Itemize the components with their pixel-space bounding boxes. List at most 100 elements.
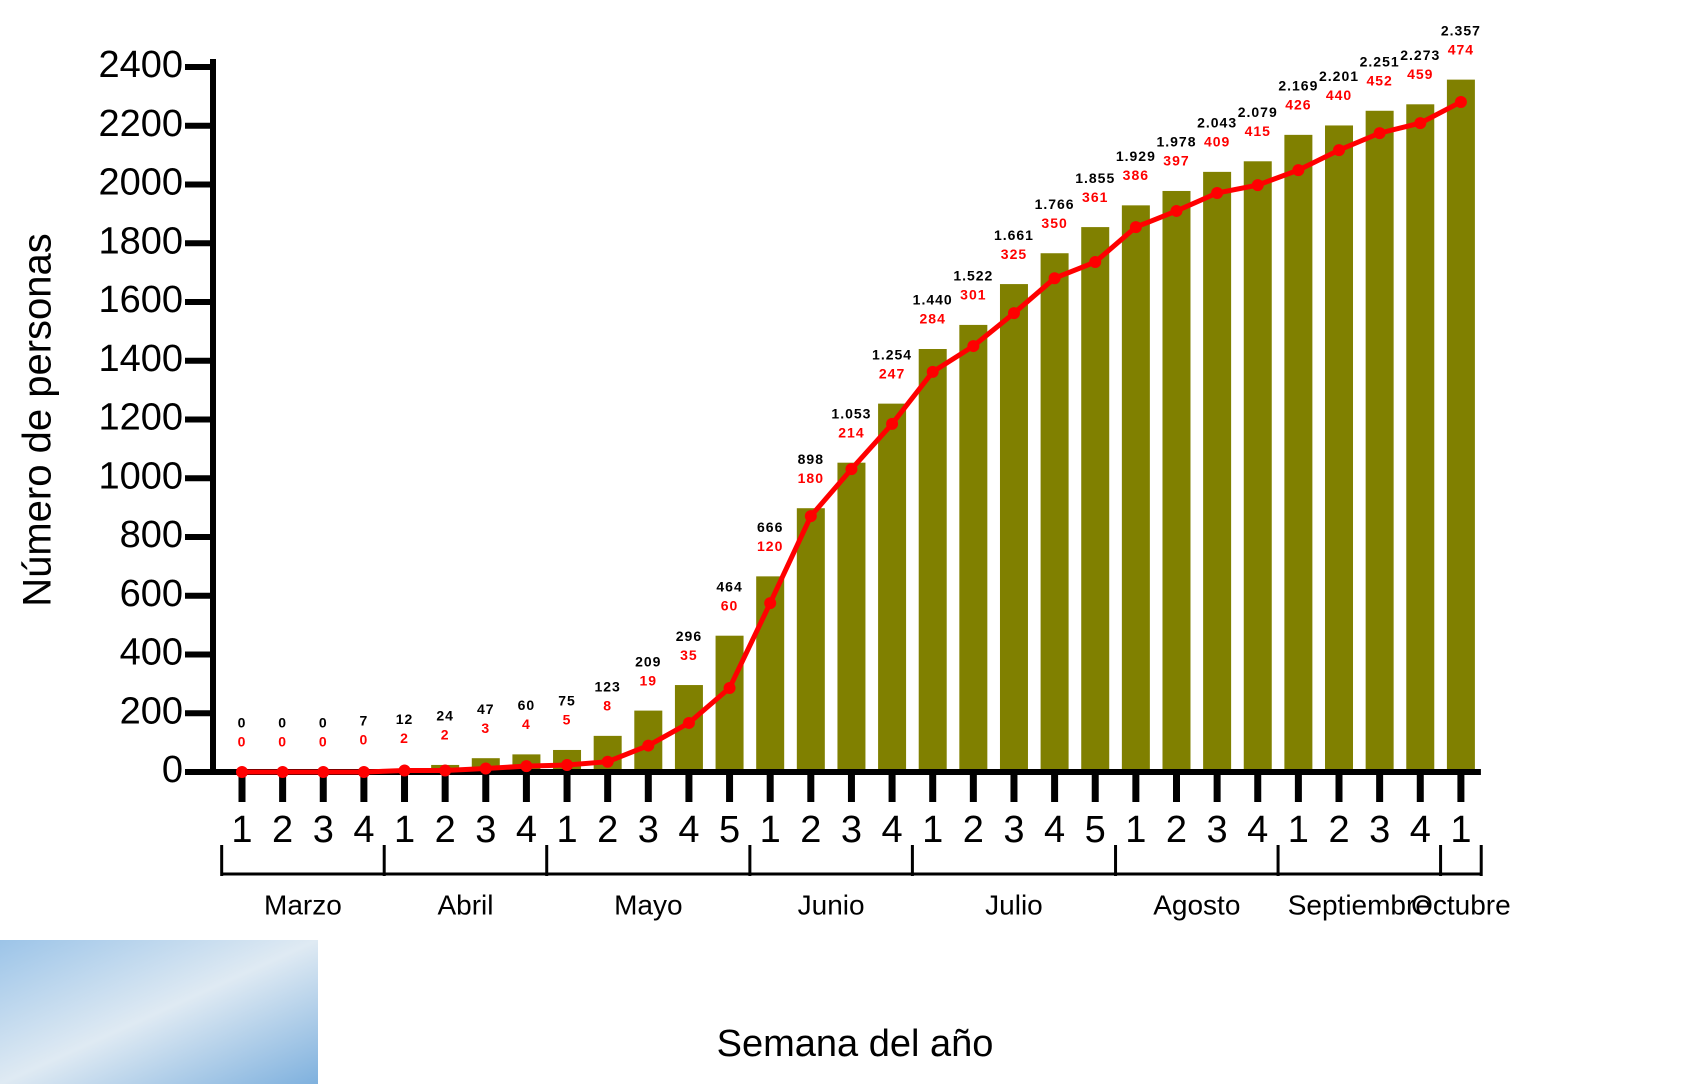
value-label: 1.661: [994, 227, 1034, 243]
y-tick-label: 800: [120, 514, 183, 556]
y-tick-label: 2400: [98, 44, 183, 86]
x-axis-label: Semana del año: [717, 1023, 994, 1065]
line-label: 350: [1041, 215, 1067, 231]
line-label: 247: [879, 365, 905, 381]
value-label: 1.254: [872, 346, 912, 362]
value-label: 296: [676, 628, 702, 644]
x-tick-label: 4: [678, 809, 699, 851]
line-label: 361: [1082, 189, 1108, 205]
line-point: [479, 762, 492, 775]
line-point: [1414, 117, 1427, 130]
x-tick-label: 2: [272, 809, 293, 851]
value-label: 0: [238, 715, 247, 731]
x-tick-label: 2: [1166, 809, 1187, 851]
bar: [878, 403, 907, 772]
line-label: 3: [481, 720, 490, 736]
line-label: 452: [1366, 72, 1392, 88]
bar: [1284, 134, 1313, 772]
x-tick-label: 5: [1085, 809, 1106, 851]
x-tick-label: 1: [1288, 809, 1309, 851]
value-label: 47: [477, 701, 495, 717]
x-tick-label: 2: [435, 809, 456, 851]
line-label: 180: [798, 470, 824, 486]
line-point: [682, 716, 695, 729]
value-label: 1.522: [953, 268, 993, 284]
bar: [715, 635, 744, 772]
line-label: 2: [400, 730, 409, 746]
bar: [1243, 161, 1272, 772]
line-label: 459: [1407, 66, 1433, 82]
line-point: [804, 510, 817, 523]
line-label: 0: [359, 732, 368, 748]
x-tick-label: 1: [394, 809, 415, 851]
bar: [959, 324, 988, 772]
bar: [796, 508, 825, 772]
x-tick-label: 1: [922, 809, 943, 851]
line-label: 325: [1001, 246, 1027, 262]
bar: [1162, 190, 1191, 772]
value-label: 1.929: [1116, 148, 1156, 164]
bar: [1446, 79, 1475, 773]
line-point: [642, 739, 655, 752]
line-point: [276, 766, 289, 778]
value-label: 2.079: [1238, 104, 1278, 120]
x-tick-label: 2: [1328, 809, 1349, 851]
line-label: 415: [1245, 123, 1271, 139]
line-point: [764, 597, 777, 610]
line-label: 8: [603, 698, 612, 714]
x-tick-label: 4: [516, 809, 537, 851]
line-label: 301: [960, 287, 986, 303]
value-label: 666: [757, 519, 783, 535]
line-label: 120: [757, 538, 783, 554]
line-label: 60: [721, 597, 739, 613]
value-label: 898: [798, 451, 824, 467]
sky-image: [0, 940, 318, 1084]
y-tick-label: 400: [120, 632, 183, 674]
x-tick-label: 4: [882, 809, 903, 851]
line-point: [520, 760, 533, 773]
value-label: 123: [594, 679, 620, 695]
y-tick-label: 1000: [98, 455, 183, 497]
bar: [1081, 227, 1110, 772]
month-label: Septiembre: [1288, 889, 1431, 920]
x-tick-label: 3: [841, 809, 862, 851]
bar: [999, 284, 1028, 772]
y-tick-label: 1200: [98, 397, 183, 439]
x-tick-label: 1: [1450, 809, 1471, 851]
line-label: 35: [680, 647, 698, 663]
x-tick-label: 3: [638, 809, 659, 851]
value-label: 1.053: [831, 405, 871, 421]
value-label: 0: [319, 715, 328, 731]
y-axis-label: Número de personas: [16, 233, 60, 607]
value-label: 7: [359, 713, 368, 729]
x-tick-label: 2: [597, 809, 618, 851]
line-point: [845, 463, 858, 476]
line-point: [1007, 307, 1020, 320]
x-tick-label: 3: [1369, 809, 1390, 851]
x-tick-label: 1: [760, 809, 781, 851]
line-point: [439, 764, 452, 777]
line-point: [398, 764, 411, 777]
value-label: 1.766: [1035, 196, 1075, 212]
y-tick-label: 1400: [98, 338, 183, 380]
value-label: 0: [278, 715, 287, 731]
line-label: 474: [1448, 41, 1474, 57]
y-tick-label: 0: [162, 749, 183, 791]
value-label: 2.273: [1400, 47, 1440, 63]
line-point: [1048, 272, 1061, 285]
value-label: 1.978: [1156, 134, 1196, 150]
line-point: [1292, 164, 1305, 177]
value-label: 1.855: [1075, 170, 1115, 186]
x-tick-label: 4: [1044, 809, 1065, 851]
value-label: 12: [396, 711, 414, 727]
x-tick-label: 3: [475, 809, 496, 851]
month-label: Abril: [437, 889, 493, 920]
x-tick-label: 1: [231, 809, 252, 851]
y-tick-label: 1800: [98, 220, 183, 262]
x-tick-label: 4: [1410, 809, 1431, 851]
bar: [918, 349, 947, 772]
line-point: [1211, 187, 1224, 200]
line-label: 4: [522, 716, 531, 732]
line-label: 440: [1326, 87, 1352, 103]
